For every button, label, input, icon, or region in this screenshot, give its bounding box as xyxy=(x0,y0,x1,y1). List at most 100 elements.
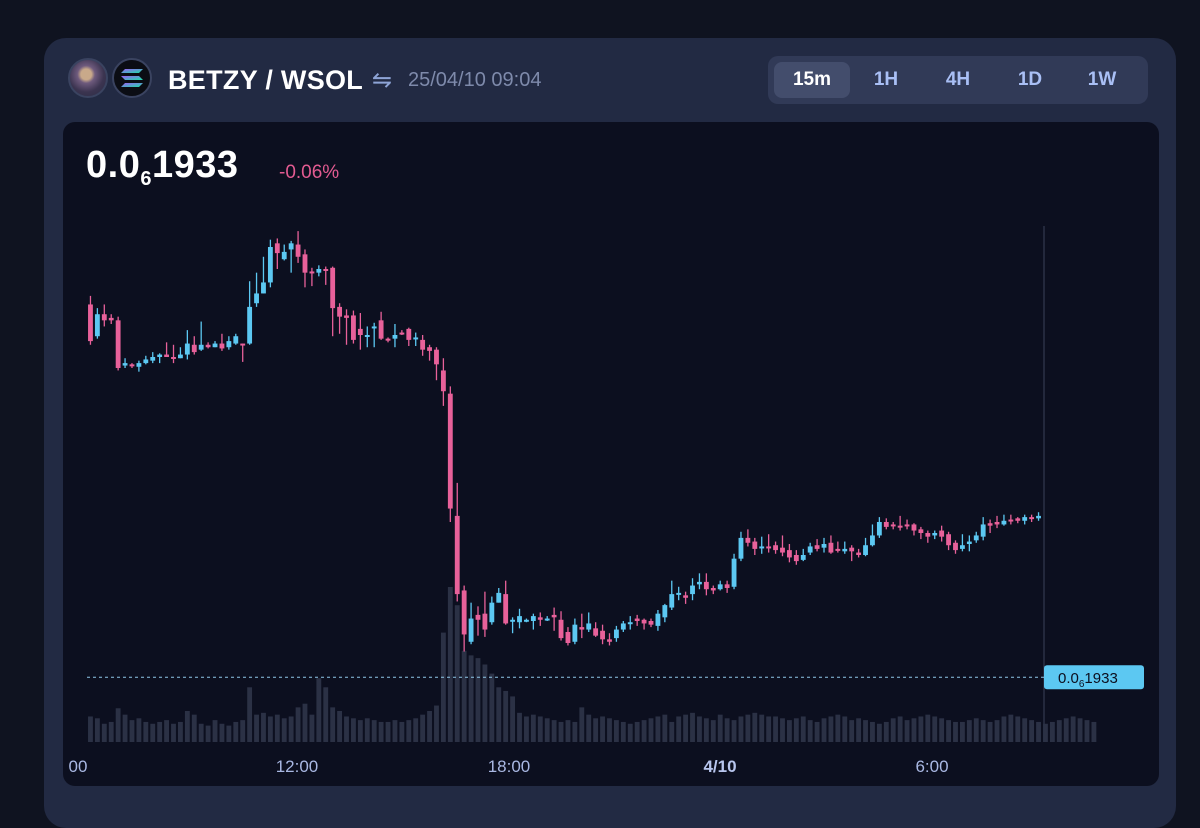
volume-bar xyxy=(205,725,211,742)
volume-bar xyxy=(517,712,522,742)
volume-bar xyxy=(406,720,412,742)
candle-body xyxy=(613,629,619,639)
volume-bar xyxy=(828,716,834,742)
swap-arrows-icon[interactable]: ⇋ xyxy=(372,67,393,94)
price-zero-count: 6 xyxy=(140,168,152,190)
candle-body xyxy=(786,550,792,558)
last-price-label-bg xyxy=(1044,665,1144,690)
candle-body xyxy=(184,343,190,355)
volume-bar xyxy=(420,714,426,742)
candlestick-chart[interactable]: 0.061933 00 12:00 18:00 4/10 6:00 xyxy=(63,122,1159,786)
volume-bar xyxy=(434,705,439,742)
volume-bar xyxy=(136,718,142,742)
candle-body xyxy=(773,545,778,551)
volume-bar xyxy=(648,718,654,742)
volume-bar xyxy=(247,687,253,742)
candle-body xyxy=(143,359,149,364)
timestamp: 25/04/10 09:04 xyxy=(408,69,542,91)
candle-body xyxy=(683,595,689,598)
volume-bar xyxy=(655,716,661,742)
volume-bar xyxy=(918,716,924,742)
candle-body xyxy=(558,619,564,639)
volume-bar xyxy=(1077,718,1083,742)
volume-bar xyxy=(399,721,405,742)
volume-bar xyxy=(1063,718,1069,742)
candle-body xyxy=(530,616,536,621)
candle-body xyxy=(953,542,958,551)
candle-body xyxy=(655,613,661,626)
candle-body xyxy=(918,529,924,533)
candle-body xyxy=(434,349,439,365)
volume-bar xyxy=(662,714,668,742)
candle-body xyxy=(897,525,903,528)
volume-bar xyxy=(309,714,315,742)
candle-body xyxy=(849,547,855,552)
volume-bar xyxy=(233,721,239,742)
volume-bar xyxy=(157,721,163,742)
candle-body xyxy=(904,524,910,527)
candle-body xyxy=(641,619,647,624)
volume-bar xyxy=(447,587,453,742)
volume-bar xyxy=(842,716,848,742)
x-tick-label: 12:00 xyxy=(276,757,319,776)
timeframe-1h[interactable]: 1H xyxy=(873,69,899,90)
volume-bar xyxy=(503,690,509,742)
volume-bar xyxy=(143,721,149,742)
volume-bar xyxy=(1015,716,1021,742)
candle-body xyxy=(662,605,668,618)
volume-bar xyxy=(94,718,100,742)
candle-body xyxy=(959,545,965,549)
candle-body xyxy=(1008,519,1014,522)
candle-body xyxy=(973,535,979,541)
volume-bar xyxy=(966,720,972,742)
volume-bar xyxy=(489,673,495,742)
volume-bar xyxy=(600,716,605,742)
candle-body xyxy=(551,614,557,618)
candle-body xyxy=(447,393,453,509)
candle-body xyxy=(226,341,232,348)
timeframe-4h[interactable]: 4H xyxy=(945,69,971,90)
candle-body xyxy=(440,370,446,392)
candle-body xyxy=(261,282,266,294)
candle-body xyxy=(94,314,100,337)
volume-bar xyxy=(738,716,744,742)
volume-bar xyxy=(427,711,432,742)
candle-body xyxy=(247,306,253,344)
timeframe-1w[interactable]: 1W xyxy=(1087,69,1117,90)
timeframe-15m[interactable]: 15m xyxy=(774,62,850,98)
candle-body xyxy=(579,627,585,630)
volume-bar xyxy=(371,720,377,742)
volume-bar xyxy=(129,720,135,742)
x-tick-label: 18:00 xyxy=(488,757,531,776)
timeframe-1d[interactable]: 1D xyxy=(1017,69,1043,90)
candle-body xyxy=(946,534,951,546)
candle-body xyxy=(911,524,917,531)
candle-body xyxy=(288,243,294,250)
volume-bar xyxy=(261,712,266,742)
candle-body xyxy=(136,363,142,367)
candle-body xyxy=(240,343,246,346)
candle-body xyxy=(302,254,308,273)
volume-bar xyxy=(184,711,190,742)
volume-bar xyxy=(524,716,529,742)
volume-bar xyxy=(164,720,170,742)
volume-bar xyxy=(883,721,889,742)
candle-body xyxy=(738,537,744,559)
candle-body xyxy=(710,588,716,591)
volume-bar xyxy=(959,721,965,742)
volume-bar xyxy=(676,716,682,742)
volume-bar xyxy=(510,696,516,742)
candle-body xyxy=(482,613,488,630)
candle-body xyxy=(890,524,896,527)
candle-body xyxy=(88,304,93,342)
volume-bar xyxy=(703,718,709,742)
candle-body xyxy=(171,357,176,359)
volume-bar xyxy=(627,723,633,742)
candle-body xyxy=(129,364,135,367)
volume-bar xyxy=(240,720,246,742)
volume-bar xyxy=(1056,720,1062,742)
volume-bar xyxy=(302,703,308,742)
volume-bar xyxy=(994,720,1000,742)
candle-body xyxy=(371,326,377,329)
volume-bar xyxy=(821,718,827,742)
